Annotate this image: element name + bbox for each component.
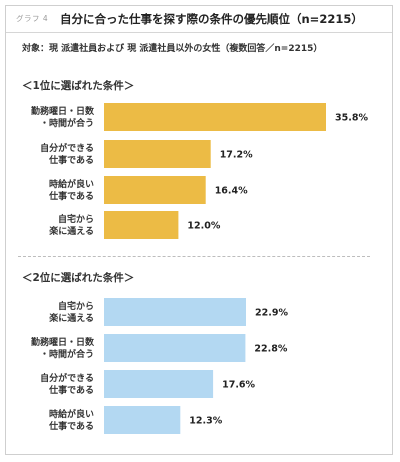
value-label-first-2: 17.2%: [220, 150, 253, 161]
category-label-second-2-line-1: 勤務曜日・日数: [31, 336, 95, 348]
category-label-second-1-line-2: 楽に通える: [49, 312, 94, 324]
value-label-second-2: 22.8%: [254, 344, 287, 355]
category-label-first-3-line-1: 時給が良い: [49, 178, 94, 190]
value-label-second-1: 22.9%: [255, 308, 288, 319]
value-label-second-3: 17.6%: [222, 380, 255, 391]
bar-second-1: [104, 298, 246, 326]
value-label-first-3: 16.4%: [215, 186, 248, 197]
category-label-first-4-line-1: 自宅から: [58, 213, 94, 225]
bar-first-4: [104, 211, 179, 239]
bar-first-3: [104, 176, 206, 204]
category-label-second-1-line-1: 自宅から: [58, 300, 94, 312]
bar-first-2: [104, 140, 211, 168]
category-label-second-3-line-1: 自分ができる: [40, 372, 94, 384]
section-title-first: ＜1位に選ばれた条件＞: [22, 80, 135, 92]
category-label-first-1-line-1: 勤務曜日・日数: [31, 105, 95, 117]
category-label-second-4-line-2: 仕事である: [48, 420, 94, 432]
survey-subject: 対象：現 派遣社員および 現 派遣社員以外の女性（複数回答／n=2215）: [22, 44, 323, 54]
category-label-second-2-line-2: ・時間が合う: [40, 348, 94, 360]
value-label-first-1: 35.8%: [335, 113, 368, 124]
category-label-first-2-line-2: 仕事である: [48, 154, 94, 166]
graph-header: グラフ 4 自分に合った仕事を探す際の条件の優先順位（n=2215）: [6, 6, 392, 33]
value-label-first-4: 12.0%: [187, 221, 220, 232]
bar-second-3: [104, 370, 214, 398]
graph-tag: グラフ 4: [16, 14, 49, 23]
bar-second-4: [104, 406, 181, 434]
bar-second-2: [104, 334, 246, 362]
category-label-second-3-line-2: 仕事である: [48, 384, 94, 396]
category-label-first-3-line-2: 仕事である: [48, 190, 94, 202]
category-label-first-2-line-1: 自分ができる: [40, 142, 94, 154]
section-title-second: ＜2位に選ばれた条件＞: [22, 272, 135, 284]
category-label-first-4-line-2: 楽に通える: [49, 225, 94, 237]
value-label-second-4: 12.3%: [189, 416, 222, 427]
bar-first-1: [104, 103, 326, 131]
category-label-first-1-line-2: ・時間が合う: [40, 117, 94, 129]
chart-title: 自分に合った仕事を探す際の条件の優先順位（n=2215）: [60, 12, 363, 26]
category-label-second-4-line-1: 時給が良い: [49, 408, 94, 420]
section-divider: [18, 256, 370, 257]
